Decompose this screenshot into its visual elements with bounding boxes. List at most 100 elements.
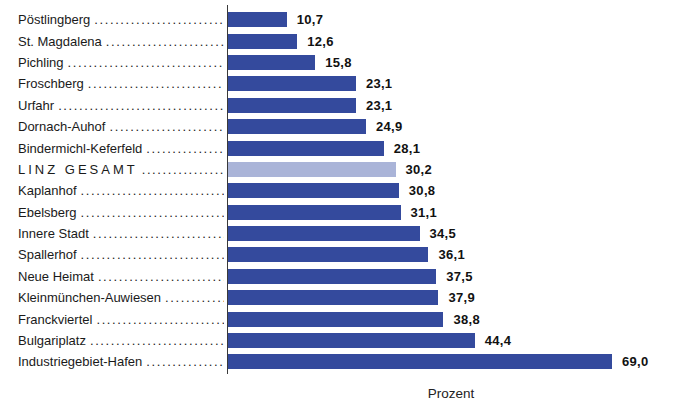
bar-cell: 10,7 [227, 9, 682, 30]
chart-row: LINZ GESAMT 30,2 [0, 159, 682, 180]
bar [227, 205, 401, 220]
chart-row: Innere Stadt34,5 [0, 223, 682, 244]
value-label: 23,1 [366, 98, 393, 113]
dot-leader [81, 184, 224, 197]
chart-row: Kaplanhof 30,8 [0, 180, 682, 201]
bar [227, 76, 356, 91]
bar-cell: 44,4 [227, 330, 682, 351]
category-label-cell: Bindermichl-Keferfeld [0, 142, 227, 155]
bar [227, 290, 438, 305]
bar-cell: 31,1 [227, 202, 682, 223]
chart-row: Industriegebiet-Hafen 69,0 [0, 351, 682, 372]
category-label-cell: Kaplanhof [0, 184, 227, 197]
category-label-cell: Neue Heimat [0, 270, 227, 283]
category-label: Franckviertel [18, 313, 92, 326]
value-label: 15,8 [325, 55, 352, 70]
category-label: Froschberg [18, 77, 84, 90]
value-label: 37,5 [446, 269, 473, 284]
category-label-cell: Spallerhof [0, 248, 227, 261]
bar-cell: 24,9 [227, 116, 682, 137]
chart-row: Bulgariplatz 44,4 [0, 330, 682, 351]
category-label-cell: Kleinmünchen-Auwiesen [0, 291, 227, 304]
dot-leader [146, 355, 224, 368]
bar [227, 119, 366, 134]
value-label: 38,8 [453, 312, 480, 327]
chart-row: Dornach-Auhof 24,9 [0, 116, 682, 137]
chart-rows: Pöstlingberg10,7St. Magdalena12,6Pichlin… [0, 9, 682, 373]
bar [227, 354, 612, 369]
bar [227, 269, 436, 284]
category-label: St. Magdalena [18, 35, 102, 48]
category-label-cell: Urfahr [0, 99, 227, 112]
category-label-cell: Ebelsberg [0, 206, 227, 219]
dot-leader [90, 334, 224, 347]
value-label: 28,1 [394, 141, 421, 156]
category-label: LINZ GESAMT [18, 163, 138, 176]
value-label: 10,7 [297, 12, 324, 27]
bar-cell: 23,1 [227, 73, 682, 94]
chart-row: Franckviertel 38,8 [0, 308, 682, 329]
category-label: Urfahr [18, 99, 54, 112]
category-label-cell: Industriegebiet-Hafen [0, 355, 227, 368]
category-label: Neue Heimat [18, 270, 94, 283]
chart-row: Neue Heimat 37,5 [0, 266, 682, 287]
bar-chart: Pöstlingberg10,7St. Magdalena12,6Pichlin… [0, 0, 682, 415]
category-label-cell: Pöstlingberg [0, 13, 227, 26]
category-label-cell: LINZ GESAMT [0, 163, 227, 176]
category-label: Innere Stadt [18, 227, 89, 240]
value-label: 37,9 [448, 290, 475, 305]
category-label: Ebelsberg [18, 206, 77, 219]
dot-leader [98, 270, 224, 283]
bar-cell: 23,1 [227, 95, 682, 116]
value-label: 23,1 [366, 76, 393, 91]
category-label-cell: Bulgariplatz [0, 334, 227, 347]
category-label: Spallerhof [18, 248, 77, 261]
value-label: 36,1 [438, 247, 465, 262]
bar-cell: 36,1 [227, 244, 682, 265]
bar-cell: 30,2 [227, 159, 682, 180]
bar-highlight [227, 162, 396, 177]
bar [227, 12, 287, 27]
bar [227, 226, 420, 241]
category-label: Dornach-Auhof [18, 120, 105, 133]
bar [227, 98, 356, 113]
category-label: Kaplanhof [18, 184, 77, 197]
category-label: Pöstlingberg [18, 13, 90, 26]
dot-leader [58, 99, 224, 112]
bar-cell: 15,8 [227, 52, 682, 73]
bar-cell: 69,0 [227, 351, 682, 372]
category-label: Industriegebiet-Hafen [18, 355, 142, 368]
value-label: 30,8 [409, 183, 436, 198]
category-label: Pichling [18, 56, 64, 69]
chart-row: Pichling 15,8 [0, 52, 682, 73]
bar [227, 55, 315, 70]
bar [227, 141, 384, 156]
category-label-cell: Froschberg [0, 77, 227, 90]
value-label: 69,0 [622, 354, 649, 369]
dot-leader [68, 56, 224, 69]
bar-cell: 37,9 [227, 287, 682, 308]
dot-leader [142, 163, 224, 176]
chart-row: Kleinmünchen-Auwiesen 37,9 [0, 287, 682, 308]
value-label: 31,1 [411, 205, 438, 220]
bar [227, 183, 399, 198]
dot-leader [165, 291, 224, 304]
category-label-cell: St. Magdalena [0, 35, 227, 48]
chart-row: Ebelsberg 31,1 [0, 202, 682, 223]
bar-cell: 38,8 [227, 308, 682, 329]
bar-cell: 30,8 [227, 180, 682, 201]
chart-row: Spallerhof 36,1 [0, 244, 682, 265]
chart-row: Pöstlingberg 10,7 [0, 9, 682, 30]
bar [227, 34, 297, 49]
category-label-cell: Pichling [0, 56, 227, 69]
category-label-cell: Innere Stadt [0, 227, 227, 240]
chart-row: Bindermichl-Keferfeld 28,1 [0, 137, 682, 158]
dot-leader [96, 313, 224, 326]
dot-leader [81, 206, 224, 219]
x-axis-label: Prozent [227, 386, 675, 401]
category-label: Bulgariplatz [18, 334, 86, 347]
category-label: Bindermichl-Keferfeld [18, 142, 142, 155]
bar-cell: 37,5 [227, 266, 682, 287]
dot-leader [146, 142, 224, 155]
bar-cell: 28,1 [227, 137, 682, 158]
